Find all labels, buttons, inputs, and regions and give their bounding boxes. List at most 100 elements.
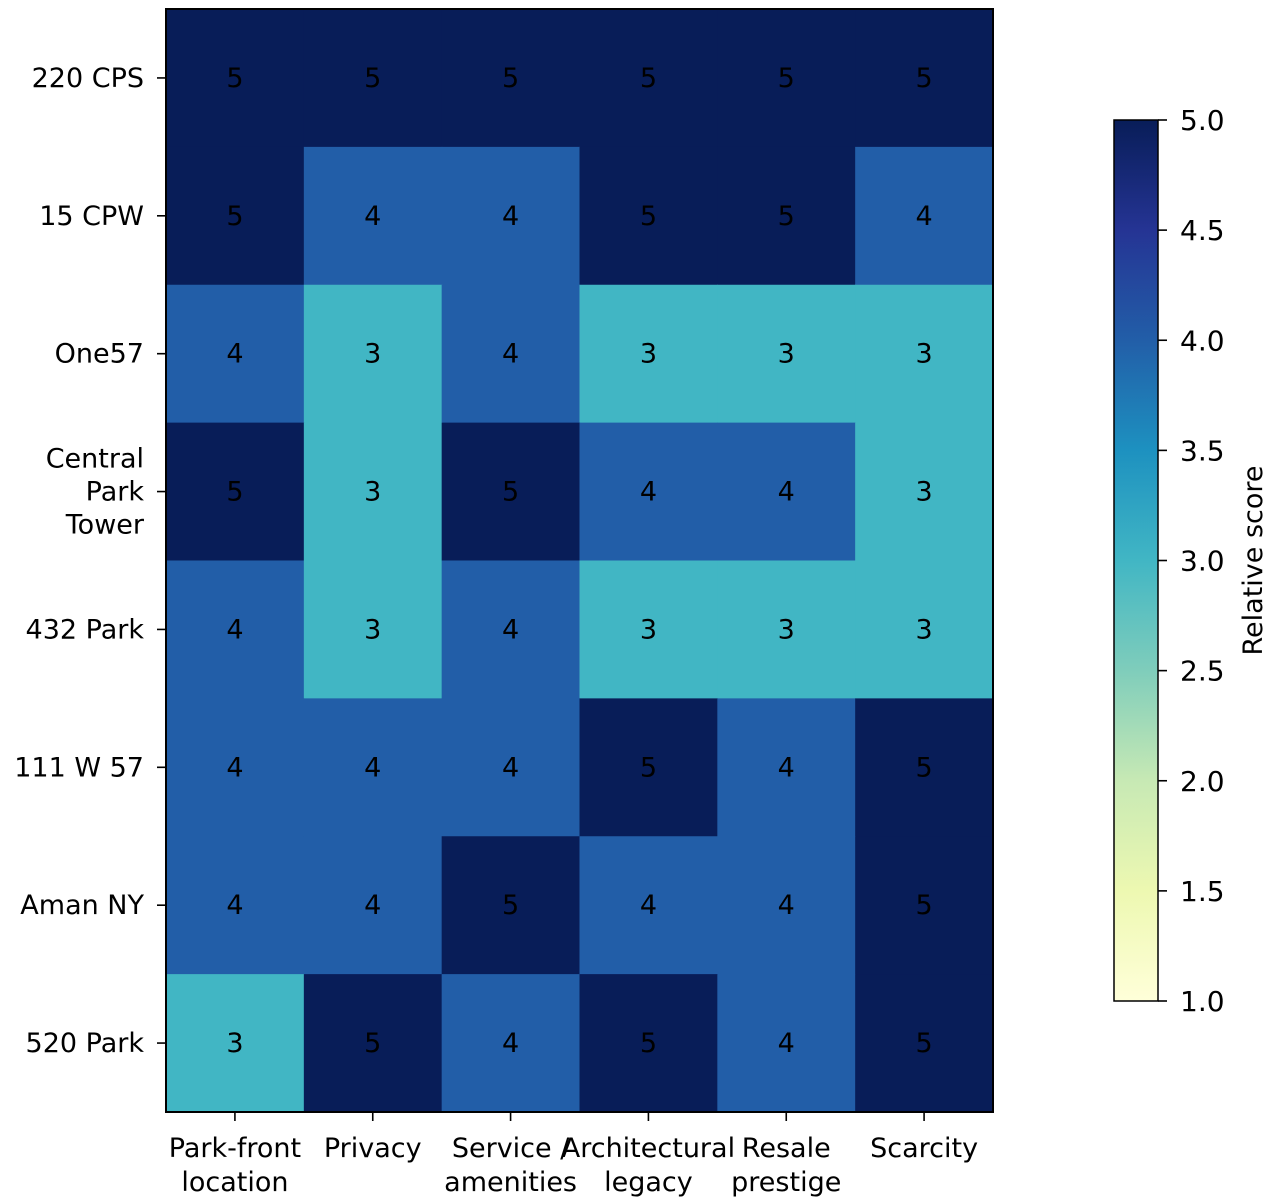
cell-value-label: 4 [915, 201, 932, 232]
heatmap-cell [303, 836, 443, 975]
x-tick-label: Service / [452, 1133, 570, 1164]
cell-value-labels: 5 5 5 5 5 5 5 4 4 5 5 4 4 3 4 3 3 3 5 3 5 4 4 3 4 3 4 3 3 3 4 4 4 5 4 5 4 4 5 4… [226, 63, 932, 1059]
cell-value-label: 3 [364, 339, 381, 370]
cell-value-label: 3 [640, 339, 657, 370]
cell-value-label: 5 [502, 63, 519, 94]
cell-value-label: 5 [364, 63, 381, 94]
cell-value-label: 4 [502, 339, 519, 370]
cell-value-label: 5 [915, 890, 932, 921]
cell-value-label: 4 [502, 614, 519, 645]
y-tick-label: One57 [55, 339, 144, 370]
colorbar-tick-label: 1.5 [1180, 875, 1225, 908]
heatmap-cell [579, 836, 718, 975]
heatmap-cell [441, 974, 581, 1113]
cell-value-label: 5 [502, 477, 519, 508]
heatmap-cell [441, 836, 581, 975]
cell-value-label: 5 [778, 63, 795, 94]
x-tick-label: Scarcity [870, 1133, 978, 1164]
heatmap-cell [441, 422, 581, 562]
heatmap-cell [166, 146, 305, 286]
cell-value-label: 3 [915, 477, 932, 508]
y-tick-label: 220 CPS [32, 63, 144, 94]
cell-value-label: 4 [640, 477, 657, 508]
heatmap-cell [166, 9, 305, 148]
cell-value-label: 4 [226, 890, 243, 921]
cell-value-label: 5 [915, 63, 932, 94]
heatmap-cell [303, 422, 443, 562]
cell-value-label: 3 [915, 339, 932, 370]
heatmap-cell [166, 698, 305, 837]
cell-value-label: 4 [778, 1028, 795, 1059]
colorbar-label: Relative score [1238, 465, 1269, 655]
heatmap-cell [303, 698, 443, 837]
heatmap-cell [579, 284, 718, 424]
heatmap-cell [303, 9, 443, 148]
colorbar-tick-label: 1.0 [1180, 985, 1225, 1018]
x-tick-label: Park-front [169, 1133, 301, 1164]
heatmap-cell [303, 284, 443, 424]
x-tick-label: amenities [444, 1167, 577, 1197]
heatmap-cells [166, 9, 994, 1113]
cell-value-label: 3 [778, 339, 795, 370]
heatmap-cell [579, 146, 718, 286]
y-tick-label: Park [86, 477, 145, 508]
x-tick-label: Privacy [324, 1133, 422, 1164]
cell-value-label: 5 [502, 890, 519, 921]
heatmap-cell [717, 9, 856, 148]
cell-value-label: 4 [778, 752, 795, 783]
colorbar-tick-label: 4.0 [1180, 324, 1225, 357]
colorbar-gradient [1113, 119, 1159, 1002]
heatmap-cell [166, 974, 305, 1113]
y-tick-label: 15 CPW [39, 201, 144, 232]
cell-value-label: 5 [640, 201, 657, 232]
y-tick-label: Tower [65, 510, 145, 541]
cell-value-label: 3 [915, 614, 932, 645]
heatmap-cell [855, 560, 994, 699]
heatmap-cell [303, 974, 443, 1113]
cell-value-label: 5 [226, 477, 243, 508]
cell-value-label: 4 [778, 890, 795, 921]
heatmap-cell [717, 146, 856, 286]
heatmap-cell [855, 146, 994, 286]
heatmap-cell [579, 422, 718, 562]
heatmap-cell [441, 146, 581, 286]
heatmap-cell [579, 560, 718, 699]
x-tick-label: location [181, 1167, 288, 1197]
cell-value-label: 4 [502, 201, 519, 232]
heatmap-cell [441, 9, 581, 148]
y-tick-label: 111 W 57 [14, 752, 144, 783]
x-tick-label: legacy [604, 1167, 693, 1197]
cell-value-label: 5 [915, 752, 932, 783]
cell-value-label: 3 [364, 477, 381, 508]
colorbar-tick-label: 3.0 [1180, 545, 1225, 578]
cell-value-label: 4 [226, 614, 243, 645]
colorbar: 1.0 1.5 2.0 2.5 3.0 3.5 4.0 4.5 5.0 Relative sco… [1113, 104, 1269, 1018]
heatmap-cell [441, 284, 581, 424]
cell-value-label: 5 [778, 201, 795, 232]
cell-value-label: 5 [640, 752, 657, 783]
heatmap-cell [717, 284, 856, 424]
y-tick-label: 432 Park [26, 614, 145, 645]
x-tick-label: Resale [742, 1133, 831, 1164]
cell-value-label: 5 [364, 1028, 381, 1059]
heatmap-cell [579, 698, 718, 837]
cell-value-label: 4 [502, 1028, 519, 1059]
y-tick-label: Central [46, 444, 144, 475]
cell-value-label: 4 [502, 752, 519, 783]
heatmap-cell [855, 284, 994, 424]
cell-value-label: 5 [226, 63, 243, 94]
heatmap-cell [166, 560, 305, 699]
cell-value-label: 5 [640, 63, 657, 94]
heatmap-cell [855, 422, 994, 562]
colorbar-ticks: 1.0 1.5 2.0 2.5 3.0 3.5 4.0 4.5 5.0 [1158, 104, 1225, 1018]
cell-value-label: 5 [640, 1028, 657, 1059]
colorbar-tick-label: 4.5 [1180, 214, 1225, 247]
y-tick-label: Aman NY [20, 890, 144, 921]
cell-value-label: 4 [226, 339, 243, 370]
heatmap-cell [717, 836, 856, 975]
cell-value-label: 5 [226, 201, 243, 232]
cell-value-label: 5 [915, 1028, 932, 1059]
cell-value-label: 4 [364, 752, 381, 783]
cell-value-label: 4 [226, 752, 243, 783]
